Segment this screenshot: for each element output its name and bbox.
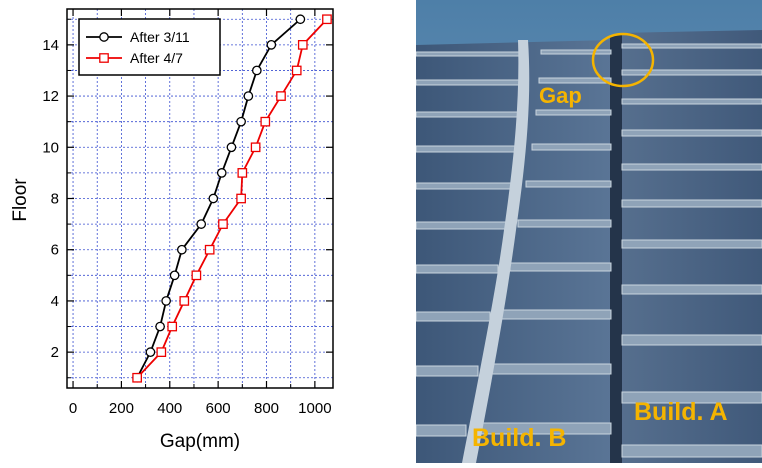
- x-axis-label: Gap(mm): [160, 431, 240, 452]
- data-point: [179, 296, 190, 306]
- legend-marker: [99, 32, 109, 42]
- data-point: [236, 193, 246, 204]
- building-photo-illustration: Gap Build. B Build. A: [415, 0, 762, 463]
- building-a-label: Build. A: [634, 398, 728, 426]
- gap-highlight-circle: [591, 32, 655, 88]
- legend-label: After 3/11: [130, 29, 190, 45]
- data-point: [155, 321, 165, 332]
- y-tick-label: 14: [42, 37, 59, 54]
- data-point: [250, 142, 261, 153]
- y-tick-label: 12: [42, 88, 59, 105]
- data-point: [156, 347, 167, 357]
- gap-label: Gap: [539, 83, 582, 108]
- data-point: [177, 244, 187, 255]
- data-point: [291, 65, 302, 76]
- building-a-balconies: [621, 43, 762, 458]
- x-tick-label: 0: [69, 400, 77, 417]
- building-b: [416, 40, 612, 463]
- legend-marker: [99, 53, 109, 63]
- data-point: [132, 372, 142, 383]
- y-tick-label: 10: [42, 139, 59, 156]
- building-b-spine: [462, 40, 530, 463]
- data-point: [260, 116, 271, 127]
- data-point: [191, 270, 202, 281]
- series-2: [132, 14, 332, 383]
- building-b-label: Build. B: [472, 424, 566, 452]
- data-point: [216, 168, 227, 178]
- data-point: [218, 219, 228, 229]
- data-point: [243, 91, 254, 101]
- y-tick-label: 4: [51, 293, 59, 310]
- data-point: [251, 65, 262, 76]
- data-point: [237, 168, 248, 178]
- building-gap: [610, 35, 622, 463]
- axis-ticks: 0 200 400 600 800 1000 2 4 6 8 10 12 14: [42, 9, 333, 417]
- data-point: [204, 244, 215, 255]
- x-tick-label: 1000: [298, 400, 331, 417]
- x-tick-label: 600: [206, 400, 231, 417]
- data-point: [208, 193, 219, 204]
- y-tick-label: 6: [51, 242, 59, 259]
- chart-legend: After 3/11 After 4/7: [78, 18, 221, 76]
- data-point: [322, 14, 332, 25]
- gap-floor-chart: 0 200 400 600 800 1000 2 4 6 8 10 12 14 After 3/11 Af…: [10, 8, 334, 452]
- x-tick-label: 200: [109, 400, 134, 417]
- series-layer: [132, 14, 332, 383]
- data-point: [297, 40, 308, 50]
- legend-box: [78, 18, 221, 76]
- data-point: [145, 347, 156, 357]
- y-tick-label: 2: [51, 344, 59, 361]
- data-point: [236, 116, 246, 127]
- data-point: [161, 296, 171, 306]
- legend-label: After 4/7: [130, 50, 183, 66]
- x-tick-label: 400: [157, 400, 182, 417]
- data-point: [196, 219, 207, 229]
- series-1: [132, 14, 306, 383]
- data-point: [276, 91, 286, 101]
- building-b-balconies: [415, 49, 612, 437]
- data-point: [169, 270, 180, 281]
- data-point: [226, 142, 237, 153]
- building-photo: Gap Build. B Build. A: [415, 0, 762, 463]
- data-point: [167, 321, 178, 332]
- y-axis-label: Floor: [10, 178, 31, 222]
- data-point: [295, 14, 306, 25]
- y-tick-label: 8: [51, 191, 59, 208]
- x-tick-label: 800: [254, 400, 279, 417]
- data-point: [266, 40, 277, 50]
